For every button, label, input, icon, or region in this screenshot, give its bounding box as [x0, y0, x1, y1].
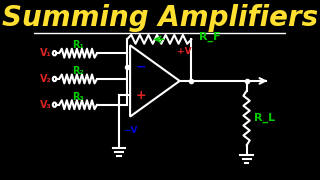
- Text: R_L: R_L: [254, 113, 276, 123]
- Text: −V: −V: [123, 126, 138, 135]
- Text: V₁: V₁: [40, 48, 52, 58]
- Text: R₃: R₃: [72, 92, 84, 102]
- Text: R₂: R₂: [72, 66, 84, 76]
- Text: +V: +V: [177, 47, 192, 56]
- Text: R₁: R₁: [72, 40, 84, 50]
- Text: V₃: V₃: [40, 100, 52, 110]
- Text: +: +: [136, 89, 146, 102]
- Text: Summing Amplifiers: Summing Amplifiers: [2, 4, 318, 32]
- Text: −: −: [136, 60, 146, 73]
- Text: R_F: R_F: [199, 32, 221, 42]
- Text: V₂: V₂: [40, 74, 52, 84]
